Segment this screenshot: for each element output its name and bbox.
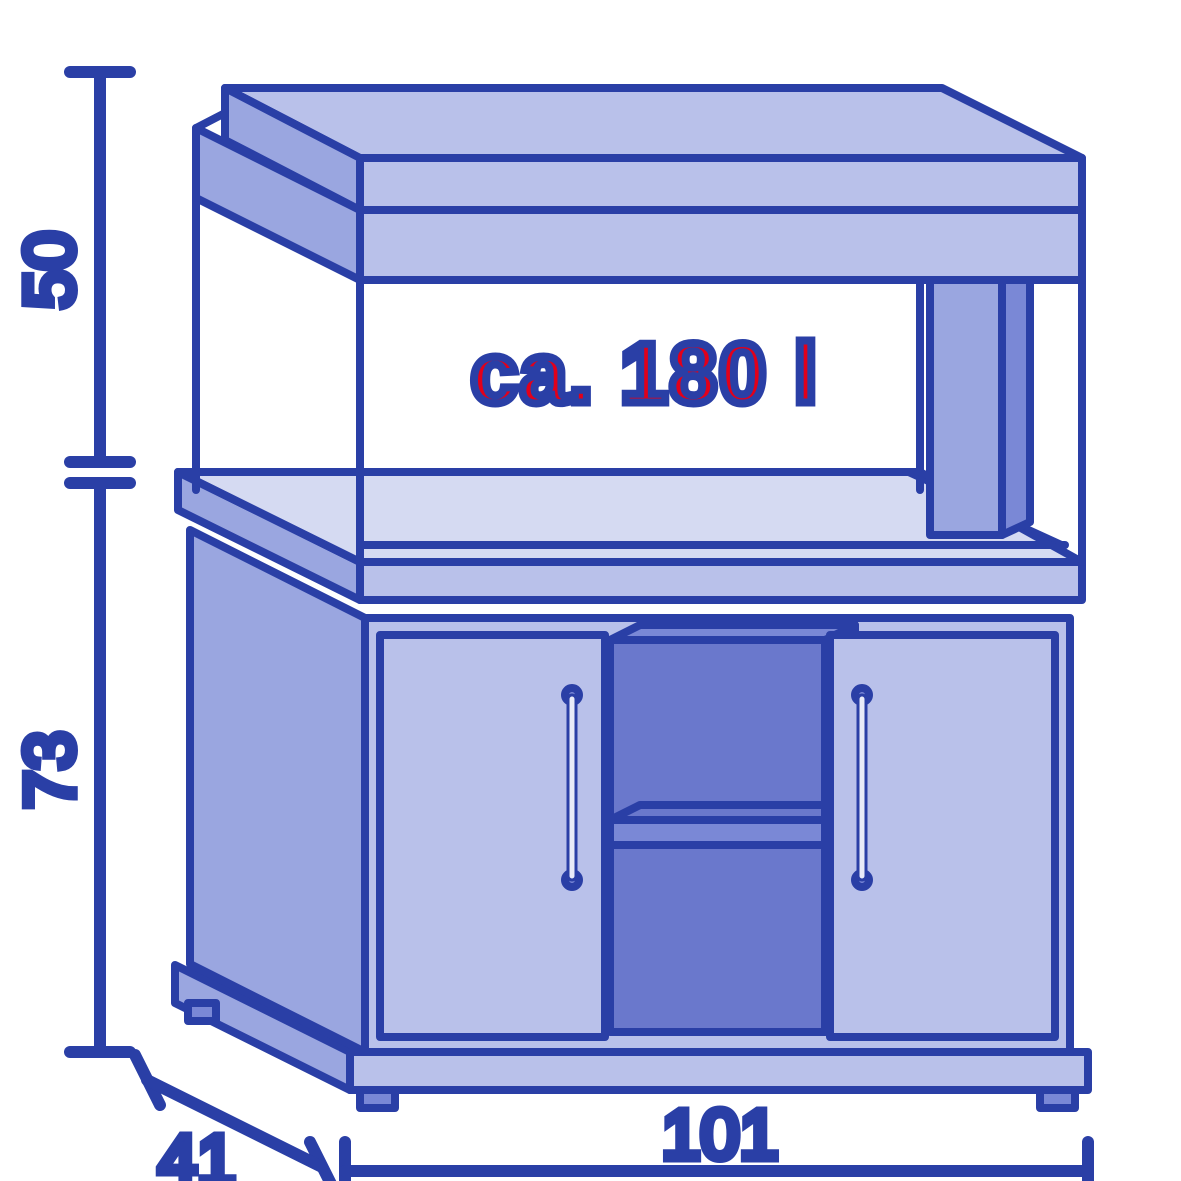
dim-label-41: 41 bbox=[158, 1120, 236, 1181]
aquarium-dimension-diagram: ca. 180 l 50 73 41 101 bbox=[0, 0, 1181, 1181]
door-handle-right bbox=[855, 688, 869, 887]
dim-label-73: 73 bbox=[10, 731, 88, 809]
dim-label-50: 50 bbox=[10, 231, 88, 309]
tank-hood bbox=[196, 88, 1082, 280]
dim-label-101: 101 bbox=[662, 1095, 779, 1173]
cabinet bbox=[175, 530, 1088, 1108]
door-handle-left bbox=[565, 688, 579, 887]
volume-label: ca. 180 l bbox=[471, 326, 820, 421]
cabinet-door-left bbox=[380, 635, 605, 1037]
cabinet-door-right bbox=[830, 635, 1055, 1037]
cabinet-side bbox=[190, 530, 365, 1052]
cabinet-niche bbox=[610, 625, 855, 1032]
